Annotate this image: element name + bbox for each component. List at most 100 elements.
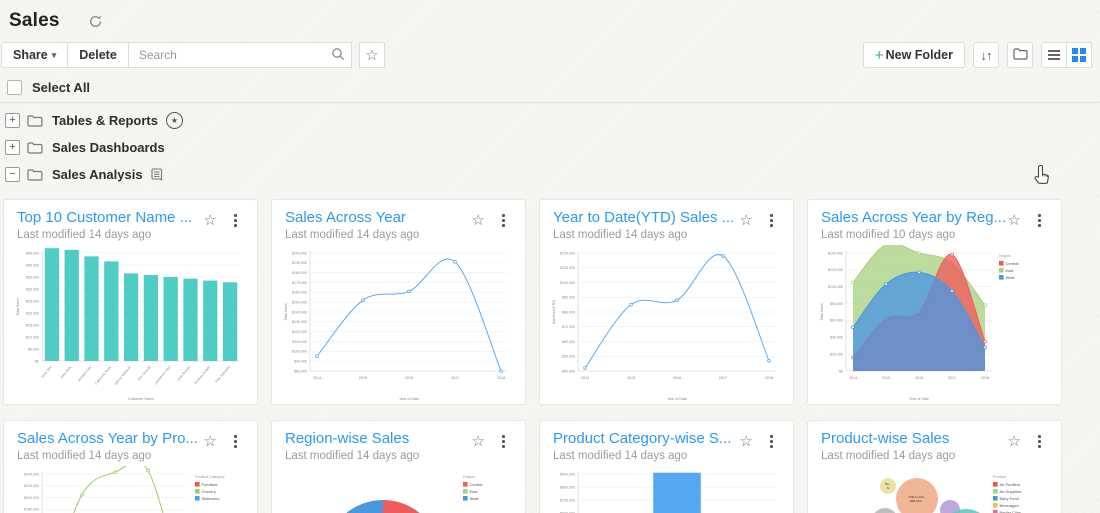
svg-text:2015: 2015: [359, 376, 367, 380]
folder-row-sales-analysis[interactable]: − Sales Analysis: [0, 161, 1100, 188]
star-icon[interactable]: ☆: [1007, 433, 1021, 450]
kebab-menu-icon[interactable]: [768, 212, 775, 229]
card-head: Product-wise Sales Last modified 14 days …: [808, 421, 1061, 462]
svg-text:$200,000: $200,000: [292, 251, 307, 255]
kebab-menu-icon[interactable]: [232, 212, 239, 229]
expand-icon[interactable]: +: [5, 113, 20, 128]
report-card[interactable]: Sales Across Year by Reg... Last modified…: [807, 199, 1062, 405]
kebab-menu-icon[interactable]: [500, 212, 507, 229]
svg-text:$0: $0: [35, 359, 39, 363]
expand-icon[interactable]: +: [5, 140, 20, 155]
svg-text:$40,000: $40,000: [830, 336, 843, 340]
kebab-menu-icon[interactable]: [500, 433, 507, 450]
folder-row-tables-reports[interactable]: + Tables & Reports ★: [0, 107, 1100, 134]
folder-label[interactable]: Sales Analysis: [52, 167, 143, 182]
list-view-icon: [1048, 50, 1060, 60]
svg-text:$: $: [887, 486, 889, 490]
svg-text:2017: 2017: [451, 376, 459, 380]
kebab-menu-icon[interactable]: [1036, 212, 1043, 229]
svg-text:Year of Date: Year of Date: [399, 397, 419, 401]
collapse-icon[interactable]: −: [5, 167, 20, 182]
folder-label[interactable]: Sales Dashboards: [52, 140, 165, 155]
svg-text:2018: 2018: [981, 376, 989, 380]
svg-text:Beverages: Beverages: [1000, 503, 1019, 508]
card-title[interactable]: Sales Across Year by Pro...: [17, 430, 198, 447]
search-icon[interactable]: [331, 47, 345, 66]
card-chart: $40,000 $50,000 $60,000 $70,000 $80,000 $90,0…: [552, 251, 776, 401]
svg-text:2015: 2015: [627, 376, 635, 380]
grid-view-button[interactable]: [1066, 42, 1092, 68]
svg-text:2016: 2016: [915, 376, 923, 380]
svg-text:$50,000: $50,000: [562, 355, 575, 359]
svg-text:Product Category: Product Category: [195, 475, 225, 479]
report-card[interactable]: Year to Date(YTD) Sales ... Last modified…: [539, 199, 794, 405]
card-title[interactable]: Product Category-wise S...: [553, 430, 732, 447]
favorites-filter-button[interactable]: ☆: [358, 42, 385, 68]
svg-text:$900,000: $900,000: [560, 472, 575, 476]
star-icon[interactable]: ☆: [739, 212, 753, 229]
star-icon[interactable]: ☆: [739, 433, 753, 450]
svg-text:Furniture: Furniture: [202, 482, 219, 487]
card-modified: Last modified 14 days ago: [17, 450, 152, 462]
folder-row-sales-dashboards[interactable]: + Sales Dashboards: [0, 134, 1100, 161]
refresh-icon[interactable]: [88, 14, 103, 29]
card-title[interactable]: Product-wise Sales: [821, 430, 950, 447]
select-all-checkbox[interactable]: [7, 80, 22, 95]
svg-text:$40,000: $40,000: [562, 369, 575, 373]
card-title[interactable]: Region-wise Sales: [285, 430, 410, 447]
svg-text:$600,000: $600,000: [560, 512, 575, 513]
report-card[interactable]: Product-wise Sales Last modified 14 days …: [807, 420, 1062, 513]
kebab-menu-icon[interactable]: [232, 433, 239, 450]
svg-text:2016: 2016: [673, 376, 681, 380]
new-folder-button[interactable]: + New Folder: [862, 42, 965, 68]
report-card[interactable]: Region-wise Sales Last modified 14 days a…: [271, 420, 526, 513]
card-chart: $80,000 $90,000 $100,000 $110,000 $120,000 $1…: [284, 251, 508, 401]
svg-text:West: West: [470, 496, 480, 501]
report-card-grid: Top 10 Customer Name ... Last modified 14…: [0, 199, 1100, 513]
star-icon[interactable]: ☆: [203, 212, 217, 229]
star-icon[interactable]: ☆: [471, 212, 485, 229]
svg-text:$240,000: $240,000: [24, 472, 39, 476]
svg-text:Stationery: Stationery: [202, 496, 220, 501]
favorite-star-icon: ★: [165, 112, 183, 129]
star-icon[interactable]: ☆: [203, 433, 217, 450]
svg-text:$100,000: $100,000: [828, 285, 843, 289]
svg-text:$5,000: $5,000: [28, 347, 39, 351]
report-card[interactable]: Top 10 Customer Name ... Last modified 14…: [3, 199, 258, 405]
folder-label[interactable]: Tables & Reports: [52, 113, 158, 128]
svg-text:$140,000: $140,000: [828, 251, 843, 255]
share-button[interactable]: Share ▾: [1, 42, 69, 68]
sort-icon: ↓↑: [980, 47, 993, 63]
svg-text:$10,000: $10,000: [26, 335, 39, 339]
list-view-button[interactable]: [1041, 42, 1067, 68]
svg-text:Product: Product: [993, 475, 1007, 479]
svg-text:Catherine Rose: Catherine Rose: [94, 365, 112, 386]
svg-text:East: East: [470, 489, 479, 494]
svg-text:$20,000: $20,000: [26, 311, 39, 315]
svg-text:Leah Barlow: Leah Barlow: [176, 365, 192, 382]
star-icon[interactable]: ☆: [471, 433, 485, 450]
svg-text:$40,000: $40,000: [26, 263, 39, 267]
svg-text:$56,903...: $56,903...: [910, 499, 924, 503]
card-title[interactable]: Sales Across Year by Reg...: [821, 209, 1007, 226]
search-input[interactable]: [127, 42, 352, 68]
sort-button[interactable]: ↓↑: [973, 42, 999, 68]
svg-text:Bo..: Bo..: [885, 482, 891, 486]
svg-text:$120,000: $120,000: [292, 330, 307, 334]
svg-text:Central: Central: [1006, 261, 1019, 266]
card-title[interactable]: Sales Across Year: [285, 209, 406, 226]
card-title[interactable]: Year to Date(YTD) Sales ...: [553, 209, 735, 226]
kebab-menu-icon[interactable]: [768, 433, 775, 450]
toolbar-right-group: + New Folder ↓↑: [862, 42, 1092, 68]
svg-text:Region: Region: [463, 475, 475, 479]
svg-text:$90,000: $90,000: [562, 296, 575, 300]
card-title[interactable]: Top 10 Customer Name ...: [17, 209, 193, 226]
report-card[interactable]: Sales Across Year by Pro... Last modified…: [3, 420, 258, 513]
delete-button[interactable]: Delete: [67, 42, 129, 68]
star-icon[interactable]: ☆: [1007, 212, 1021, 229]
report-card[interactable]: Product Category-wise S... Last modified …: [539, 420, 794, 513]
folder-view-button[interactable]: [1007, 42, 1033, 68]
report-card[interactable]: Sales Across Year Last modified 14 days a…: [271, 199, 526, 405]
kebab-menu-icon[interactable]: [1036, 433, 1043, 450]
svg-text:$130,000: $130,000: [292, 320, 307, 324]
